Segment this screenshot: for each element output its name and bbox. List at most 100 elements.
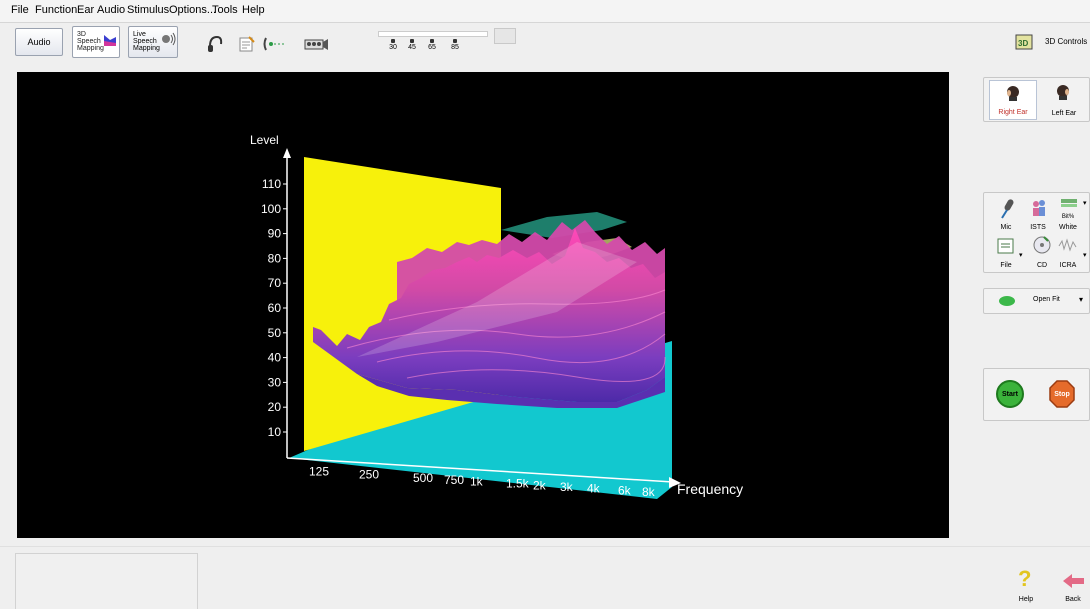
white-noise-label: White <box>1059 224 1077 231</box>
y-tick-label-90: 90 <box>268 227 282 241</box>
left-ear-head-icon <box>1057 85 1069 100</box>
x-tick-label-500: 500 <box>413 471 433 485</box>
x-tick-label-2k: 2k <box>533 478 547 492</box>
3d-controls-button[interactable]: 3D 3D Controls <box>1011 31 1087 55</box>
bottom-divider <box>0 546 1090 547</box>
status-panel <box>15 553 198 609</box>
back-arrow-icon <box>1063 574 1084 588</box>
menu-audio[interactable]: Audio <box>97 4 126 16</box>
start-label: Start <box>1002 391 1018 398</box>
right-ear-button[interactable]: Right Ear <box>989 80 1037 120</box>
level-tick-30[interactable]: 30 <box>386 39 400 52</box>
start-circle-icon <box>996 380 1024 408</box>
x-tick-label-1.5k: 1.5k <box>506 477 530 491</box>
left-ear-button[interactable]: Left Ear <box>1040 80 1088 120</box>
file-label: File <box>1000 262 1012 269</box>
live-line3: Mapping <box>133 45 160 52</box>
mic-label: Mic <box>1000 224 1012 231</box>
headphones-icon[interactable] <box>205 34 225 54</box>
help-button[interactable]: ? Help <box>1012 566 1040 608</box>
menu-tools[interactable]: Tools <box>212 4 238 16</box>
ists-label: ISTS <box>1030 224 1046 231</box>
icra-stimulus-button[interactable]: ICRA <box>1054 234 1082 270</box>
right-ear-head-icon <box>1007 86 1019 101</box>
level-label-30: 30 <box>389 44 397 51</box>
speaker-array-icon[interactable] <box>302 34 330 54</box>
stop-octagon-icon <box>1049 380 1075 408</box>
open-fit-dropdown-arrow[interactable]: ▾ <box>1079 295 1084 304</box>
level-slider-track[interactable] <box>378 31 488 37</box>
level-tick-30-marker <box>391 39 395 43</box>
file-dropdown-arrow[interactable]: ▾ <box>1019 252 1023 259</box>
mic-stimulus-button[interactable]: Mic <box>990 196 1022 232</box>
menu-options[interactable]: Options... <box>169 4 217 16</box>
x-axis-title: Frequency <box>677 481 743 497</box>
speech-map-3d-view[interactable]: 10 20 30 40 50 60 70 80 90 100 110 125 250 500 750 1k 1… <box>17 72 949 538</box>
live-speech-mapping-button[interactable]: Live Speech Mapping <box>128 26 178 58</box>
x-tick-label-6k: 6k <box>618 484 632 498</box>
x-axis-line <box>286 457 674 483</box>
start-button[interactable]: Start <box>988 374 1032 416</box>
level-tick-85[interactable]: 85 <box>448 39 462 52</box>
mic-icon <box>1001 199 1014 219</box>
speech3d-line1: 3D <box>77 31 86 38</box>
run-control-panel: Start Stop <box>983 368 1090 421</box>
stop-button[interactable]: Stop <box>1040 374 1084 416</box>
y-tick-label-40: 40 <box>268 351 282 365</box>
3d-cube-icon: 3D <box>1015 34 1033 50</box>
ltass-overlay <box>357 242 637 357</box>
live-line2: Speech <box>133 38 157 45</box>
open-fit-panel: Open Fit ▾ <box>983 288 1090 314</box>
right-ear-label: Right Ear <box>998 109 1028 116</box>
audio-button[interactable]: Audio <box>15 28 63 56</box>
y-tick-label-20: 20 <box>268 400 282 414</box>
y-tick-label-10: 10 <box>268 425 282 439</box>
back-label: Back <box>1065 596 1081 603</box>
x-tick-label-250: 250 <box>359 467 379 481</box>
cd-icon <box>1033 236 1051 254</box>
3d-controls-label: 3D Controls <box>1045 37 1088 46</box>
level-tick-65[interactable]: 65 <box>425 39 439 52</box>
y-tick-label-70: 70 <box>268 276 282 290</box>
x-tick-label-750: 750 <box>444 473 464 487</box>
speech3d-line2: Speech <box>77 38 101 45</box>
file-stimulus-button[interactable]: File <box>990 234 1022 270</box>
white-noise-sub: Bit% <box>1061 214 1075 220</box>
cd-label: CD <box>1036 262 1048 269</box>
cd-stimulus-button[interactable]: CD <box>1026 234 1058 270</box>
icra-dropdown-arrow[interactable]: ▾ <box>1083 252 1087 259</box>
speech-map-icon <box>104 35 116 46</box>
back-button[interactable]: Back <box>1058 568 1088 608</box>
menu-file[interactable]: File <box>11 4 29 16</box>
audio-button-label: Audio <box>27 37 51 47</box>
menu-help[interactable]: Help <box>242 4 265 16</box>
y-tick-label-30: 30 <box>268 375 282 389</box>
help-label: Help <box>1018 596 1034 603</box>
speech-mapping-3d-button[interactable]: 3D Speech Mapping <box>72 26 120 58</box>
notes-icon[interactable] <box>237 34 257 54</box>
menu-bar: File Function Ear Audio Stimulus Options… <box>0 0 1090 23</box>
ists-stimulus-button[interactable]: ISTS <box>1022 196 1054 232</box>
surface-front-edge <box>357 374 665 408</box>
menu-function[interactable]: Function <box>35 4 78 16</box>
file-icon <box>997 238 1014 254</box>
level-tick-45-marker <box>410 39 414 43</box>
live-line1: Live <box>133 31 146 38</box>
icra-wave-icon <box>1058 238 1077 252</box>
x-axis-ticks: 125 250 500 750 1k 1.5k 2k 3k 4k 6k 8k <box>309 464 656 499</box>
menu-ear[interactable]: Ear <box>77 4 95 16</box>
x-axis-arrow <box>669 477 681 488</box>
menu-stimulus[interactable]: Stimulus <box>127 4 170 16</box>
level-label-65: 65 <box>428 44 436 51</box>
y-tick-label-100: 100 <box>261 202 281 216</box>
white-noise-dropdown-arrow[interactable]: ▾ <box>1083 200 1087 207</box>
ear-select-panel: Right Ear Left Ear <box>983 77 1090 122</box>
y-axis-title: Level <box>250 133 279 147</box>
y-axis-arrow <box>283 148 291 158</box>
level-tick-45[interactable]: 45 <box>405 39 419 52</box>
white-noise-button[interactable]: Bit% White <box>1054 196 1082 232</box>
y-tick-label-80: 80 <box>268 251 282 265</box>
probe-icon[interactable] <box>262 34 290 54</box>
open-fit-button[interactable]: Open Fit <box>988 292 1076 310</box>
